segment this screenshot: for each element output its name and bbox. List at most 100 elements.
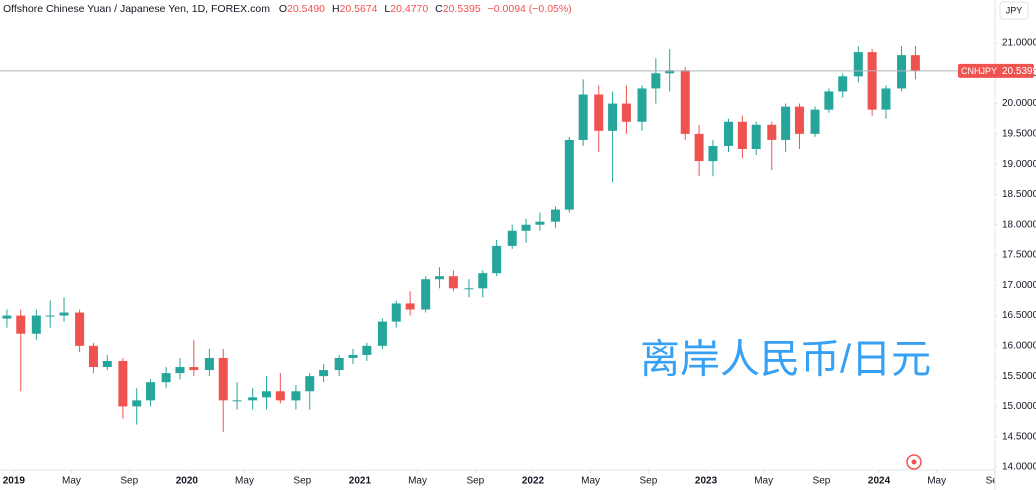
ohlc-value: 20.5395 bbox=[442, 3, 481, 15]
candle-body bbox=[248, 397, 258, 401]
record-icon-dot bbox=[911, 459, 917, 465]
candle-body bbox=[75, 312, 85, 346]
candle-body bbox=[578, 94, 588, 140]
candle-body bbox=[435, 276, 445, 280]
candle-body bbox=[132, 400, 142, 407]
header: Offshore Chinese Yuan / Japanese Yen, 1D… bbox=[3, 3, 576, 15]
symbol-title: Offshore Chinese Yuan / Japanese Yen, 1D… bbox=[3, 3, 270, 15]
candle-body bbox=[881, 88, 891, 110]
candle-body bbox=[232, 400, 242, 402]
candle-body bbox=[535, 221, 545, 225]
x-tick-label: May bbox=[235, 476, 254, 487]
candle-body bbox=[102, 360, 112, 368]
ohlc-value: 20.4770 bbox=[390, 3, 429, 15]
y-tick-label: 14.0000 bbox=[1002, 462, 1036, 473]
candle-body bbox=[794, 106, 804, 134]
candle-body bbox=[897, 55, 907, 89]
x-tick-label: 2023 bbox=[695, 476, 718, 487]
currency-button[interactable] bbox=[999, 1, 1029, 20]
y-tick-label: 18.0000 bbox=[1002, 219, 1036, 230]
candle-body bbox=[391, 303, 401, 322]
candle-body bbox=[88, 345, 98, 368]
watermark: 离岸人民币/日元 bbox=[640, 338, 931, 382]
x-axis-panel bbox=[0, 470, 1036, 490]
candle-body bbox=[478, 273, 488, 289]
x-tick-label: Sep bbox=[639, 476, 657, 487]
y-tick-label: 20.0000 bbox=[1002, 98, 1036, 109]
x-tick-label: Sep bbox=[120, 476, 138, 487]
ohlc-label: C bbox=[435, 3, 443, 15]
y-axis-panel bbox=[995, 0, 1036, 490]
candle-body bbox=[334, 357, 344, 371]
candle-body bbox=[550, 209, 560, 222]
x-tick-label: 2020 bbox=[176, 476, 199, 487]
candle-body bbox=[507, 230, 517, 246]
ohlc-label: H bbox=[331, 3, 340, 15]
candle-body bbox=[45, 315, 55, 317]
candle-body bbox=[305, 376, 315, 392]
candle-body bbox=[694, 133, 704, 162]
candle-body bbox=[621, 103, 631, 122]
x-tick-label: 2024 bbox=[868, 476, 891, 487]
y-tick-label: 15.5000 bbox=[1002, 371, 1036, 382]
x-tick-label: May bbox=[62, 476, 81, 487]
candle-body bbox=[594, 94, 604, 131]
x-tick-label: Sep bbox=[466, 476, 484, 487]
candle-body bbox=[521, 224, 531, 231]
candle-body bbox=[2, 315, 12, 319]
last-price-symbol: CNHJPY bbox=[961, 66, 997, 76]
y-tick-label: 17.0000 bbox=[1002, 280, 1036, 291]
candle-body bbox=[405, 303, 415, 310]
y-tick-label: 16.0000 bbox=[1002, 340, 1036, 351]
candle-body bbox=[564, 139, 574, 210]
last-price-tag bbox=[958, 63, 1034, 78]
candle-body bbox=[319, 370, 329, 377]
y-tick-label: 16.5000 bbox=[1002, 310, 1036, 321]
candle-body bbox=[910, 55, 920, 71]
candle-body bbox=[637, 88, 647, 122]
y-tick-label: 17.5000 bbox=[1002, 250, 1036, 261]
candle-body bbox=[31, 315, 41, 334]
candle-body bbox=[275, 391, 285, 401]
x-tick-label: May bbox=[408, 476, 427, 487]
candle-body bbox=[448, 276, 458, 289]
ohlc-label: L bbox=[384, 3, 391, 15]
candle-body bbox=[853, 52, 863, 77]
candle-body bbox=[824, 91, 834, 110]
x-tick-label: May bbox=[754, 476, 773, 487]
candle-body bbox=[810, 109, 820, 134]
candle-body bbox=[838, 76, 848, 92]
candle-body bbox=[161, 373, 171, 383]
candle-body bbox=[175, 367, 185, 374]
last-price-value: 20.5395 bbox=[1002, 66, 1036, 77]
candle-body bbox=[291, 391, 301, 401]
x-tick-label: May bbox=[581, 476, 600, 487]
candle-body bbox=[348, 354, 358, 358]
candle-body bbox=[751, 124, 761, 150]
x-tick-label: Sep bbox=[293, 476, 311, 487]
y-tick-label: 18.5000 bbox=[1002, 189, 1036, 200]
candle-body bbox=[492, 245, 502, 274]
candle-body bbox=[118, 360, 128, 407]
y-tick-label: 14.5000 bbox=[1002, 431, 1036, 442]
x-tick-label: 2021 bbox=[349, 476, 372, 487]
currency-label: JPY bbox=[1006, 5, 1023, 15]
candle-body bbox=[261, 391, 271, 398]
candle-body bbox=[362, 345, 372, 355]
candle-body bbox=[464, 288, 474, 290]
candle-body bbox=[204, 357, 214, 371]
candle-body bbox=[867, 52, 877, 110]
y-tick-label: 21.0000 bbox=[1002, 38, 1036, 49]
x-tick-label: 2019 bbox=[3, 476, 26, 487]
x-tick-label: May bbox=[927, 476, 946, 487]
candle-body bbox=[665, 70, 675, 74]
candle-body bbox=[59, 312, 69, 316]
candle-body bbox=[781, 106, 791, 140]
candle-body bbox=[651, 73, 661, 89]
ohlc-label: O bbox=[278, 3, 288, 15]
candle-body bbox=[146, 382, 156, 401]
candle-body bbox=[708, 145, 718, 162]
candle-body bbox=[724, 121, 734, 146]
